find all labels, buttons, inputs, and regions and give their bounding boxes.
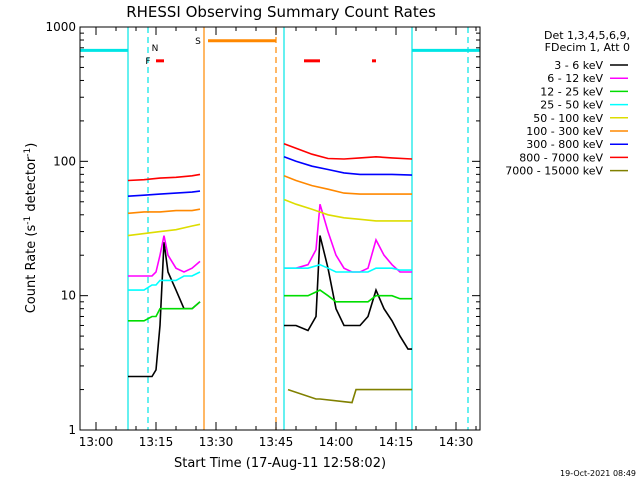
y-label-mid: detector [24,156,39,216]
series-line-100-300-kev-1 [283,175,412,195]
data-gaps [80,27,480,430]
flare-label: F [145,57,150,67]
x-tick-label-0: 13:00 [79,435,114,449]
series-line-50-100-kev-0 [127,223,201,237]
x-tick-label-5: 14:15 [379,435,414,449]
legend-label-50-100-kev: 50 - 100 keV [533,112,603,125]
y-tick-label-0: 1 [68,423,76,437]
series-line-25-50-kev-1 [284,263,412,273]
series-line-12-25-kev-1 [284,289,412,303]
series-line-12-25-kev-0 [128,301,201,322]
legend: Det 1,3,4,5,6,9, FDecim 1, Att 0 3 - 6 k… [505,29,630,178]
x-axis-ticks: 13:00 13:15 13:30 13:45 14:00 14:15 14:30 [79,27,477,449]
series-line-800-7000-kev-1 [283,143,413,160]
y-label-sup1: -1 [23,216,33,225]
series-line-100-300-kev-0 [127,208,201,215]
y-axis-ticks: 1 10 100 1000 [45,20,480,437]
data-gap-2 [412,27,480,430]
legend-label-6-12-kev: 6 - 12 keV [547,72,603,85]
series-line-50-100-kev-1 [283,198,412,222]
data-gap-0 [80,27,128,430]
status-bars: S FN [80,37,480,67]
series-line-25-50-kev-0 [128,271,201,291]
x-tick-label-6: 14:30 [439,435,474,449]
legend-header-2: FDecim 1, Att 0 [545,41,630,54]
series-line-6-12-kev-0 [128,235,201,277]
legend-header-1: Det 1,3,4,5,6,9, [544,29,630,42]
timestamp: 19-Oct-2021 08:49 [560,469,636,478]
y-label-pre: Count Rate (s [24,225,39,314]
y-tick-label-2: 100 [53,154,76,168]
x-tick-label-1: 13:15 [139,435,174,449]
series-line-6-12-kev-1 [284,203,412,273]
series-line-3-6-kev-1 [284,235,412,350]
legend-label-300-800-kev: 300 - 800 keV [526,138,603,151]
plot-frame [79,26,481,431]
y-label-sup2: -1 [23,148,33,157]
y-tick-label-3: 1000 [45,20,76,34]
chart-title: RHESSI Observing Summary Count Rates [126,3,436,21]
legend-label-3-6-kev: 3 - 6 keV [554,59,603,72]
legend-label-25-50-kev: 25 - 50 keV [540,99,603,112]
n-label: N [152,44,159,54]
legend-label-800-7000-kev: 800 - 7000 keV [519,151,603,164]
x-tick-label-4: 14:00 [319,435,354,449]
series-line-300-800-kev-1 [283,156,413,176]
legend-label-100-300-kev: 100 - 300 keV [526,125,603,138]
x-axis-label: Start Time (17-Aug-11 12:58:02) [174,456,386,471]
time-markers [127,27,469,430]
series-line-7000-15000-kev-1 [287,388,412,404]
series-line-800-7000-kev-0 [127,173,201,182]
data-gap-1 [204,27,284,430]
y-tick-label-1: 10 [61,289,76,303]
y-label-post: ) [24,143,39,148]
y-axis-label: Count Rate (s-1 detector-1) [23,143,39,314]
saa-label: S [195,37,201,47]
x-tick-label-3: 13:45 [259,435,294,449]
legend-label-7000-15000-kev: 7000 - 15000 keV [505,165,603,178]
series-lines [127,143,413,404]
legend-label-12-25-kev: 12 - 25 keV [540,85,603,98]
x-tick-label-2: 13:30 [199,435,234,449]
series-line-300-800-kev-0 [127,190,201,197]
